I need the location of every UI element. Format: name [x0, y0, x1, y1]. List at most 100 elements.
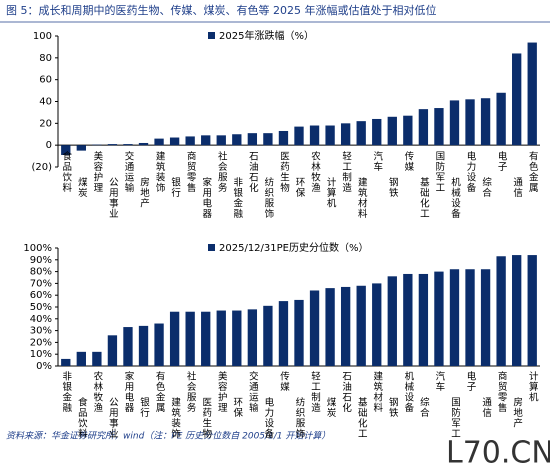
x-tick-label: 纺织服饰 — [294, 396, 306, 439]
x-tick-label: 家用电器 — [200, 177, 212, 220]
x-tick-label: 电子 — [496, 151, 508, 173]
x-tick-label: 轻工制造 — [309, 370, 321, 413]
x-tick-label: 公用事业 — [107, 177, 119, 219]
x-tick-label: 银行 — [138, 396, 150, 418]
x-tick-label: 非银金融 — [231, 177, 243, 220]
bar — [123, 144, 133, 146]
x-tick-label: 机械设备 — [402, 370, 414, 413]
x-tick-label: 基础化工 — [356, 396, 368, 439]
bar — [465, 269, 475, 366]
bar — [185, 136, 195, 146]
x-tick-label: 商贸零售 — [496, 370, 508, 413]
bar — [294, 299, 304, 366]
bar — [403, 273, 413, 366]
x-tick-label: 石油石化 — [247, 151, 259, 193]
bar — [340, 286, 351, 366]
legend-label: 2025年涨跌幅（%） — [219, 29, 314, 42]
x-tick-label: 有色金属 — [527, 151, 539, 194]
x-tick-label: 建筑装饰 — [169, 396, 181, 439]
bar — [496, 256, 506, 366]
x-tick-label: 食品饮料 — [76, 396, 88, 439]
bar — [107, 335, 118, 366]
x-tick-label: 电力设备 — [465, 151, 477, 194]
bar — [465, 99, 475, 146]
watermark: L70.CN — [446, 436, 550, 469]
x-tick-label: 医药生物 — [200, 397, 212, 439]
bar — [403, 115, 413, 146]
bar — [434, 108, 444, 146]
y-tick-label: 20 — [39, 118, 52, 129]
bar — [185, 311, 195, 366]
bar — [356, 121, 366, 146]
x-tick-label: 社会服务 — [185, 370, 197, 413]
source-note: 资料来源：华金证券研究所，wind（注：PE 历史分位数自 2005/1/1 开… — [6, 431, 330, 442]
bar — [263, 133, 273, 146]
x-tick-label: 医药生物 — [278, 151, 290, 193]
y-tick-label: 80 — [39, 53, 52, 64]
bar — [387, 276, 397, 366]
x-tick-label: 商贸零售 — [185, 151, 197, 194]
bar — [123, 327, 133, 366]
bar — [138, 325, 149, 366]
y-tick-label: 80% — [30, 267, 52, 278]
y-tick-label: 40 — [39, 97, 52, 108]
bar — [340, 123, 351, 146]
bar — [216, 135, 226, 146]
bar — [232, 310, 242, 366]
x-tick-label: 纺织服饰 — [262, 177, 274, 220]
x-tick-label: 传媒 — [278, 370, 290, 392]
x-tick-label: 计算机 — [325, 177, 337, 209]
bar — [449, 269, 460, 366]
x-tick-label: 国防军工 — [449, 397, 461, 439]
bar — [107, 144, 118, 146]
bar — [309, 125, 320, 146]
x-tick-label: 综合 — [480, 177, 492, 199]
y-tick-label: 60 — [39, 75, 52, 86]
x-tick-label: 石油石化 — [340, 371, 352, 413]
x-tick-label: 汽车 — [433, 370, 445, 392]
x-tick-label: 交通运输 — [247, 370, 259, 413]
bar — [480, 269, 491, 366]
y-tick-label: 100% — [23, 243, 52, 254]
bar — [527, 255, 537, 366]
x-tick-label: 机械设备 — [449, 177, 461, 220]
y-tick-label: 0% — [36, 361, 52, 372]
y-tick-label: 70% — [30, 278, 52, 289]
x-tick-label: 综合 — [418, 396, 430, 418]
y-tick-label: 10% — [30, 349, 52, 360]
y-tick-label: (20) — [31, 162, 52, 173]
bar — [247, 309, 258, 366]
bar — [154, 323, 164, 366]
y-tick-label: 100 — [33, 31, 52, 42]
bar — [356, 285, 366, 366]
x-tick-label: 国防军工 — [433, 151, 445, 193]
x-tick-label: 房地产 — [138, 177, 150, 209]
bar — [418, 109, 429, 146]
x-tick-label: 建筑材料 — [356, 177, 368, 220]
x-tick-label: 电力设备 — [262, 396, 274, 439]
bar — [372, 118, 382, 146]
y-tick-label: 90% — [30, 255, 52, 266]
bar — [325, 288, 335, 366]
x-tick-label: 通信 — [480, 397, 492, 418]
bar — [92, 351, 102, 366]
bar — [325, 125, 335, 146]
x-tick-label: 环保 — [294, 177, 306, 198]
x-tick-label: 电子 — [465, 370, 477, 392]
bar — [263, 305, 273, 366]
x-tick-label: 建筑装饰 — [154, 151, 166, 194]
y-tick-label: 40% — [30, 314, 52, 325]
bar — [61, 145, 71, 155]
x-tick-label: 美容护理 — [91, 151, 103, 194]
x-tick-label: 农林牧渔 — [309, 151, 321, 194]
bar — [232, 134, 242, 146]
bar — [480, 98, 491, 146]
y-tick-label: 50% — [30, 302, 52, 313]
bar — [372, 283, 382, 366]
bar — [201, 311, 211, 366]
x-tick-label: 建筑材料 — [371, 370, 383, 413]
bar — [387, 116, 397, 146]
bar — [512, 53, 522, 146]
bar — [294, 126, 304, 146]
x-tick-label: 公用事业 — [107, 397, 119, 439]
